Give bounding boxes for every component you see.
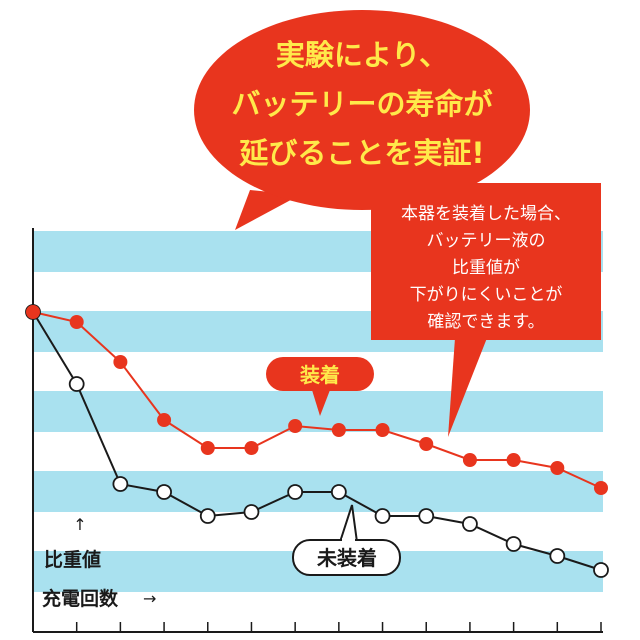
headline-bubble: 実験により、 バッテリーの寿命が 延びることを実証! (194, 10, 530, 230)
legend-label-attached: 装着 (266, 357, 374, 416)
series-line-0 (32, 311, 602, 489)
headline-line-2: バッテリーの寿命が (231, 87, 492, 121)
data-point-1 (374, 508, 391, 524)
data-point-0 (594, 481, 608, 495)
callout-box: 本器を装着した場合、 バッテリー液の 比重値が 下がりにくいことが 確認できます… (371, 183, 601, 437)
data-point-1 (112, 476, 129, 492)
callout-line-1: 本器を装着した場合、 (401, 204, 571, 224)
headline-line-3: 延びることを実証! (238, 136, 484, 170)
data-point-1 (549, 548, 566, 564)
callout-line-3: 比重値が (452, 258, 520, 278)
callout-line-5: 確認できます。 (427, 312, 544, 332)
legend-label-not-attached: 未装着 (292, 504, 401, 576)
data-point-1 (418, 508, 435, 524)
data-point-1 (330, 484, 347, 500)
x-axis-label: 充電回数 (42, 587, 119, 610)
data-point-0 (506, 453, 521, 467)
data-point-0 (157, 413, 172, 427)
label-attached: 装着 (299, 363, 340, 387)
data-point-0 (288, 419, 303, 433)
data-point-1 (156, 484, 172, 500)
label-not-attached: 未装着 (317, 546, 377, 570)
callout-line-2: バッテリー液の (427, 231, 546, 251)
data-point-1 (593, 562, 609, 578)
axes (32, 228, 603, 633)
y-axis-label: 比重値 (44, 549, 101, 571)
data-point-0 (244, 441, 259, 455)
data-point-1 (243, 504, 260, 520)
headline-line-1: 実験により、 (276, 38, 448, 72)
data-point-1 (199, 508, 216, 524)
data-point-0 (331, 423, 346, 437)
data-point-0 (375, 423, 390, 437)
series-lines (25, 304, 609, 578)
data-point-1 (462, 516, 478, 532)
data-point-1 (287, 484, 304, 500)
data-point-1 (505, 536, 522, 552)
data-point-0 (200, 441, 215, 455)
callout-line-4: 下がりにくいことが (410, 285, 563, 305)
data-point-1 (68, 376, 85, 392)
data-point-0 (113, 355, 128, 369)
data-point-0 (462, 453, 477, 467)
data-point-0 (69, 315, 84, 329)
x-axis-arrow: → (143, 589, 156, 608)
data-point-0 (26, 305, 40, 319)
data-point-0 (550, 461, 565, 475)
data-point-0 (419, 437, 434, 451)
y-axis-arrow: ↑ (73, 515, 86, 534)
